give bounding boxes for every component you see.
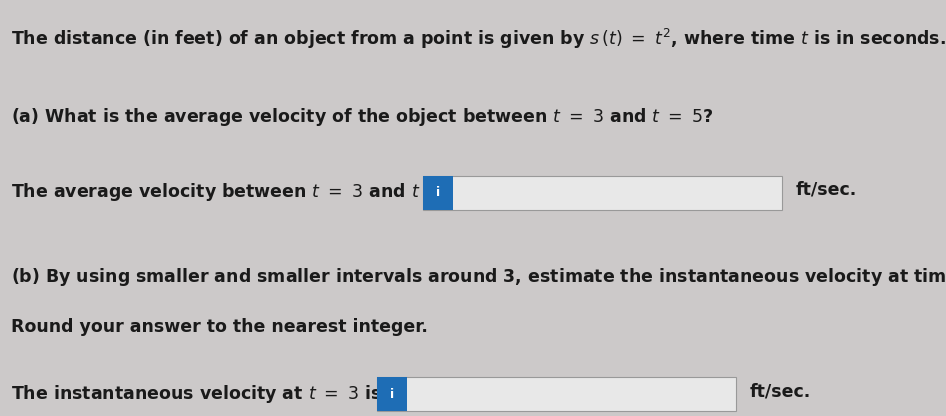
Text: $\bf{(b)}$ By using smaller and smaller intervals around 3, estimate the instant: $\bf{(b)}$ By using smaller and smaller … (11, 266, 946, 288)
FancyBboxPatch shape (423, 176, 453, 210)
Text: The average velocity between $t\ =\ 3$ and $t\ =\ 5$ is: The average velocity between $t\ =\ 3$ a… (11, 181, 485, 203)
Text: The distance (in feet) of an object from a point is given by $s\,(t)\ =\ t^2$, w: The distance (in feet) of an object from… (11, 27, 946, 51)
Text: ft/sec.: ft/sec. (796, 181, 857, 199)
Text: i: i (436, 186, 440, 199)
FancyBboxPatch shape (377, 377, 407, 411)
FancyBboxPatch shape (377, 377, 736, 411)
Text: ft/sec.: ft/sec. (749, 383, 811, 401)
Text: $\bf{(a)}$ What is the average velocity of the object between $t\ =\ 3$ and $t\ : $\bf{(a)}$ What is the average velocity … (11, 106, 714, 128)
Text: i: i (390, 388, 394, 401)
Text: Round your answer to the nearest integer.: Round your answer to the nearest integer… (11, 318, 429, 336)
FancyBboxPatch shape (423, 176, 782, 210)
Text: The instantaneous velocity at $t\ =\ 3$ is about: The instantaneous velocity at $t\ =\ 3$ … (11, 383, 446, 405)
